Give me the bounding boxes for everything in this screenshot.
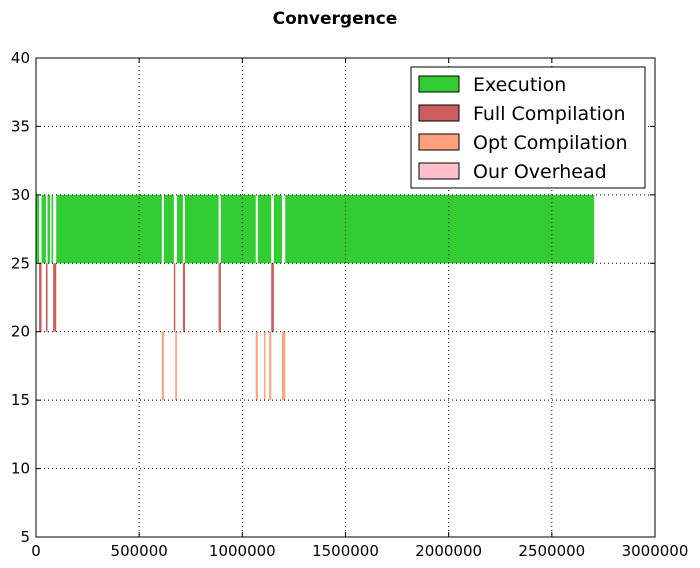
y-tick-label-3: 20 xyxy=(11,323,30,341)
bar-execution-0 xyxy=(36,194,40,264)
bar-opt-compilation-2 xyxy=(255,331,258,401)
bar-opt-compilation-5 xyxy=(281,331,286,401)
bar-full-compilation-1 xyxy=(45,263,48,332)
bar-opt-compilation-1 xyxy=(175,331,177,401)
legend-label-full-compilation: Full Compilation xyxy=(473,103,626,125)
y-tick-label-2: 15 xyxy=(11,391,30,409)
x-tick-label-0: 0 xyxy=(31,542,41,560)
y-tick-label-7: 40 xyxy=(11,49,30,67)
x-tick-label-2: 1000000 xyxy=(209,542,276,560)
plot-area: 0 500000 1000000 1500000 2000000 2500000 30000… xyxy=(11,49,689,560)
bar-execution-4 xyxy=(56,194,162,264)
x-tick-label-5: 2500000 xyxy=(518,542,585,560)
bar-execution-3 xyxy=(51,194,54,264)
x-tick-label-3: 1500000 xyxy=(312,542,379,560)
bar-execution-1 xyxy=(41,194,46,264)
bar-execution-2 xyxy=(47,194,51,264)
x-tick-label-6: 3000000 xyxy=(622,542,689,560)
bar-execution-6 xyxy=(176,194,183,264)
bar-execution-5 xyxy=(163,194,174,264)
bar-full-compilation-3 xyxy=(173,263,176,332)
y-tick-label-6: 35 xyxy=(11,117,30,135)
bar-execution-11 xyxy=(285,194,595,264)
x-tick-label-1: 500000 xyxy=(111,542,168,560)
legend-label-our-overhead: Our Overhead xyxy=(473,161,607,183)
bar-full-compilation-5 xyxy=(218,263,221,332)
y-tick-label-0: 5 xyxy=(20,528,30,546)
bar-execution-8 xyxy=(220,194,256,264)
bar-full-compilation-0 xyxy=(39,263,42,332)
legend-swatch-full-compilation xyxy=(418,104,460,122)
bar-execution-9 xyxy=(257,194,272,264)
y-tick-label-1: 10 xyxy=(11,460,30,478)
bar-execution-10 xyxy=(273,194,282,264)
legend-label-opt-compilation: Opt Compilation xyxy=(473,132,628,154)
chart-title: Convergence xyxy=(273,9,398,29)
bar-full-compilation-4 xyxy=(182,263,185,332)
legend-swatch-execution xyxy=(418,75,460,93)
x-tick-label-4: 2000000 xyxy=(415,542,482,560)
bar-opt-compilation-4 xyxy=(269,331,272,401)
bar-opt-compilation-3 xyxy=(263,331,266,401)
y-tick-label-5: 30 xyxy=(11,186,30,204)
legend-swatch-our-overhead xyxy=(418,162,460,180)
legend-label-execution: Execution xyxy=(473,74,566,96)
bar-full-compilation-2 xyxy=(53,263,57,332)
bar-full-compilation-6 xyxy=(271,263,274,332)
y-tick-label-4: 25 xyxy=(11,254,30,272)
bar-execution-7 xyxy=(184,194,219,264)
bar-opt-compilation-0 xyxy=(161,331,164,401)
legend-swatch-opt-compilation xyxy=(418,133,460,151)
